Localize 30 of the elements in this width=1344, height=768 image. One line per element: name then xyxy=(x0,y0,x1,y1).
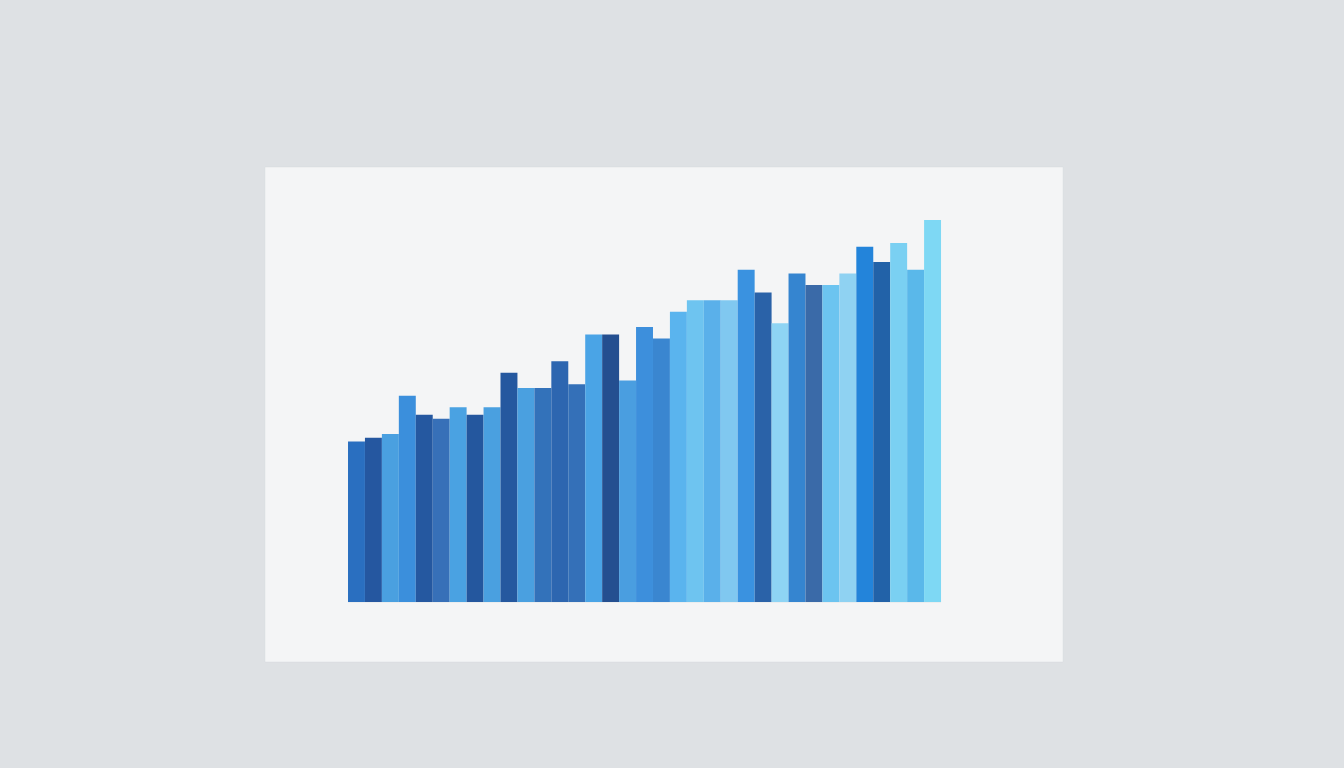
bar xyxy=(432,418,450,602)
bar xyxy=(364,437,382,602)
bar xyxy=(873,262,891,602)
bar xyxy=(788,273,806,602)
bar xyxy=(805,284,823,602)
bar xyxy=(619,380,637,602)
bar xyxy=(737,269,755,602)
bar xyxy=(500,372,518,602)
bar xyxy=(348,441,365,602)
bar xyxy=(822,284,840,602)
bar xyxy=(839,273,857,602)
bar xyxy=(398,395,416,602)
bar xyxy=(754,292,772,602)
bar xyxy=(890,242,908,602)
bar xyxy=(686,300,704,602)
bar xyxy=(415,414,433,602)
bar xyxy=(602,334,620,602)
bar xyxy=(669,311,687,602)
bar xyxy=(517,388,535,602)
bar xyxy=(856,246,874,602)
bar xyxy=(466,414,484,602)
bar xyxy=(924,219,942,602)
bar xyxy=(771,323,789,602)
bar xyxy=(449,407,467,602)
bar xyxy=(585,334,603,602)
bar xyxy=(720,300,738,602)
bar xyxy=(381,433,399,602)
bar xyxy=(907,269,925,602)
bar xyxy=(483,407,501,602)
bar xyxy=(703,300,721,602)
